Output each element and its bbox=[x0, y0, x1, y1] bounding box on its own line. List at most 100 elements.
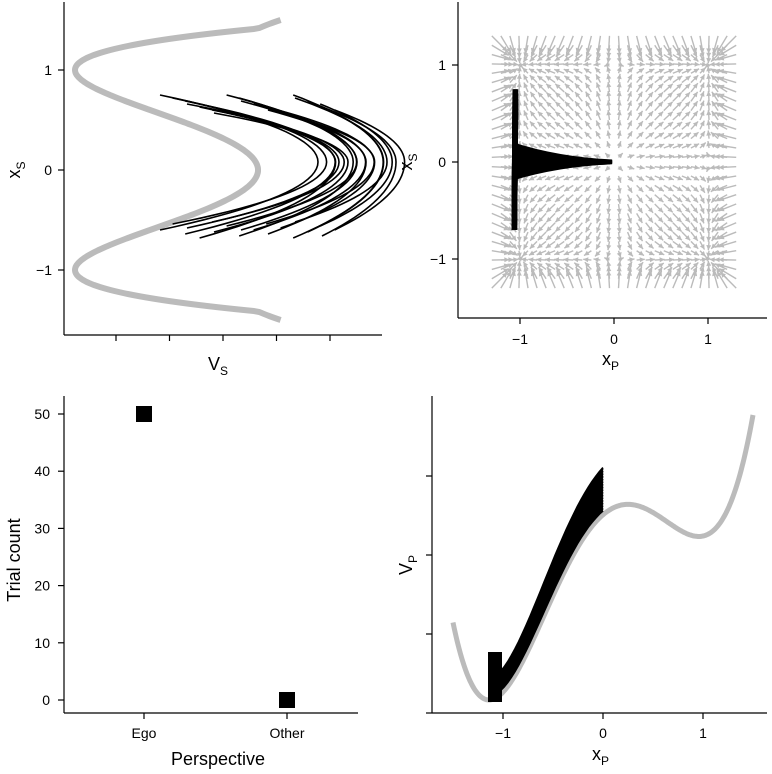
tr-arrow-head bbox=[585, 47, 591, 54]
tl-trajectories bbox=[159, 94, 406, 239]
tr-arrow-head bbox=[647, 101, 653, 107]
tr-arrow-head bbox=[503, 102, 509, 108]
tr-arrow-head bbox=[647, 226, 653, 232]
panel-top-left: 1 0 −1 VS xS bbox=[4, 2, 406, 378]
tr-arrow-head bbox=[516, 252, 522, 258]
tr-arrow-head bbox=[522, 142, 528, 148]
br-xtick-label: 1 bbox=[699, 725, 707, 741]
tr-arrow-head bbox=[627, 187, 633, 193]
tl-trajectory bbox=[334, 109, 406, 231]
tr-arrow-head bbox=[677, 143, 683, 149]
tr-arrow-head bbox=[658, 250, 665, 256]
tr-arrow-head bbox=[711, 197, 717, 203]
tr-arrow-head bbox=[718, 175, 725, 181]
tr-arrow-head bbox=[712, 266, 717, 273]
tr-arrow-head bbox=[658, 132, 664, 138]
tr-arrow-head bbox=[564, 196, 570, 203]
tr-arrow-head bbox=[555, 226, 561, 232]
tr-arrow-head bbox=[554, 132, 561, 138]
tr-arrow-head bbox=[700, 251, 706, 257]
tr-arrow-head bbox=[711, 101, 717, 107]
tr-arrow-head bbox=[711, 243, 717, 249]
tr-arrow-head bbox=[537, 262, 543, 268]
tr-arrow-head bbox=[530, 235, 536, 241]
tr-arrow-head bbox=[637, 226, 643, 233]
tr-arrow-head bbox=[546, 235, 552, 241]
tr-arrow-head bbox=[606, 244, 612, 251]
tr-arrow-head bbox=[520, 257, 527, 263]
tr-arrow-head bbox=[523, 48, 529, 54]
tr-arrow-head bbox=[511, 47, 516, 54]
tr-arrow-head bbox=[718, 263, 725, 269]
tr-arrow-head bbox=[503, 225, 509, 231]
tr-arrow-head bbox=[555, 92, 561, 98]
tr-arrow-head bbox=[676, 101, 682, 108]
tr-arrow-head bbox=[546, 111, 552, 117]
tr-ylabel: xS bbox=[396, 153, 420, 170]
tr-arrow-head bbox=[606, 48, 612, 54]
tr-arrow-head bbox=[701, 257, 708, 263]
tr-arrow-head bbox=[710, 143, 716, 149]
tr-arrow-head bbox=[637, 217, 643, 224]
tr-arrow-head bbox=[585, 217, 591, 224]
tr-arrow-head bbox=[516, 198, 522, 204]
bl-ytick-label: 40 bbox=[34, 463, 50, 479]
tr-arrow-head bbox=[528, 143, 535, 149]
tr-arrow-head bbox=[616, 236, 622, 242]
tr-arrow-head bbox=[667, 263, 674, 268]
tr-arrow-head bbox=[700, 176, 706, 182]
tr-arrow-head bbox=[596, 217, 601, 224]
tr-arrow-head bbox=[677, 68, 683, 74]
tr-xtick-label: 0 bbox=[610, 331, 618, 347]
tr-arrow-head bbox=[657, 207, 664, 213]
tr-arrow-head bbox=[638, 143, 645, 149]
tr-arrow-head bbox=[556, 270, 562, 277]
tr-arrow-head bbox=[719, 93, 725, 99]
tr-arrow-head bbox=[667, 122, 674, 128]
tr-arrow-head bbox=[711, 262, 717, 268]
tr-arrow-head bbox=[554, 122, 561, 128]
tr-arrow-head bbox=[647, 47, 653, 54]
tr-arrow-head bbox=[516, 218, 522, 224]
tr-arrow-head bbox=[676, 111, 682, 117]
tr-arrow-head bbox=[699, 100, 705, 107]
tr-arrow-head bbox=[668, 257, 675, 263]
tr-arrow-head bbox=[585, 82, 591, 89]
tr-arrow-head bbox=[627, 176, 634, 182]
tr-arrow-head bbox=[658, 175, 665, 181]
tr-arrow-head bbox=[649, 61, 655, 67]
tr-arrow-head bbox=[701, 61, 708, 67]
tr-arrow-head bbox=[554, 243, 561, 249]
tr-arrow-head bbox=[523, 91, 529, 97]
tr-arrow-head bbox=[523, 261, 529, 268]
tr-arrow-head bbox=[595, 251, 601, 257]
tr-arrow-head bbox=[503, 206, 510, 212]
tr-arrow-head bbox=[692, 111, 698, 117]
tr-arrow-head bbox=[627, 251, 633, 257]
tr-trajectories bbox=[511, 89, 613, 230]
tr-arrow-head bbox=[523, 74, 529, 81]
tr-arrow-head bbox=[676, 186, 683, 192]
tr-arrow-head bbox=[523, 56, 529, 63]
tr-arrow-head bbox=[593, 61, 599, 67]
tr-arrow-head bbox=[555, 83, 561, 89]
tr-arrow-head bbox=[706, 166, 711, 172]
tr-arrow-head bbox=[513, 61, 519, 67]
tr-arrow-head bbox=[529, 75, 536, 81]
tr-arrow-head bbox=[506, 216, 513, 222]
tr-arrow-head bbox=[604, 61, 610, 67]
tr-arrow-head bbox=[595, 48, 601, 54]
tr-arrow-head bbox=[659, 61, 665, 67]
tr-arrow-head bbox=[523, 120, 529, 127]
tr-arrow-head bbox=[658, 121, 664, 128]
tr-arrow-head bbox=[684, 217, 691, 223]
br-trajectory-start-cluster bbox=[488, 652, 502, 702]
tr-arrow-head bbox=[574, 186, 580, 192]
tr-arrow-head bbox=[616, 66, 622, 72]
tr-arrow-head bbox=[692, 217, 698, 223]
tr-arrow-head bbox=[709, 61, 715, 67]
tr-arrow-head bbox=[694, 257, 700, 263]
tr-arrow-head bbox=[718, 55, 725, 61]
tr-arrow-head bbox=[523, 243, 529, 250]
